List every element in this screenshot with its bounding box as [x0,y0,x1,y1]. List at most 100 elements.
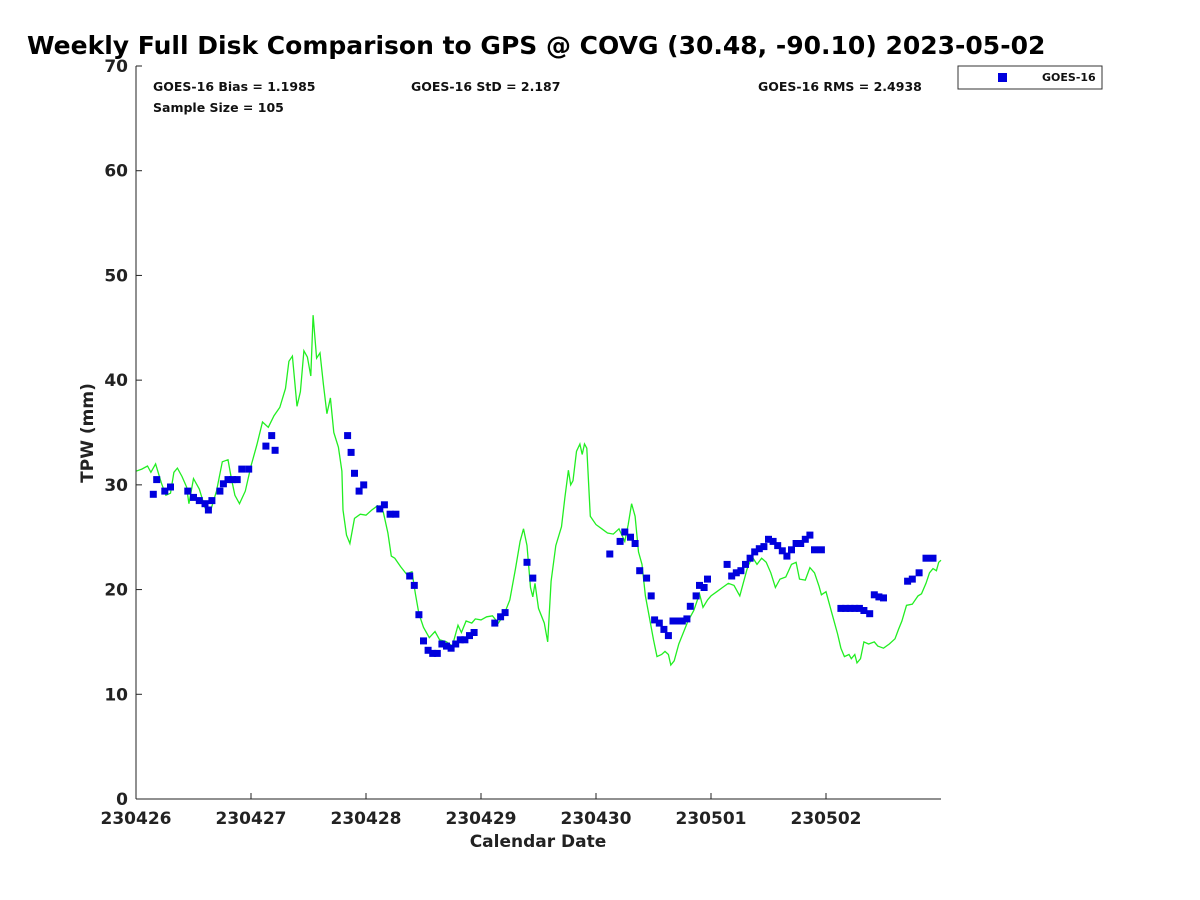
goes-series [149,432,937,657]
x-tick-label: 230501 [676,809,747,829]
goes-point [406,572,414,580]
goes-point [153,476,161,484]
x-axis-label: Calendar Date [470,832,607,852]
goes-point [860,607,868,614]
goes-point [245,465,253,473]
sample-size-stat: Sample Size = 105 [153,100,284,115]
y-tick-label: 40 [104,371,128,391]
goes-point [461,636,469,644]
goes-point [268,432,276,440]
goes-point [497,613,505,621]
goes-point [866,610,874,618]
x-tick-label: 230429 [446,809,517,829]
goes-point [651,616,659,624]
goes-point [386,510,394,518]
axes: 0 10 20 30 40 50 60 70 230426 230427 230428 230429 2… [101,57,941,829]
goes-point [686,602,694,610]
goes-point [627,533,634,541]
goes-point [491,619,499,627]
goes-point [262,442,270,450]
goes-point [908,575,916,583]
goes-point [755,545,763,553]
goes-point [456,636,464,644]
legend-goes-marker [998,73,1007,82]
goes-point [846,604,854,612]
chart-title: Weekly Full Disk Comparison to GPS @ COV… [27,31,1045,60]
y-tick-label: 70 [104,57,128,77]
goes-point [616,537,624,545]
y-tick-label: 20 [104,581,128,601]
goes-point [501,609,509,617]
goes-point [696,581,703,589]
goes-point [208,497,216,505]
goes-point [811,546,818,554]
goes-point [184,487,192,495]
goes-point [447,644,455,652]
goes-point [746,554,754,562]
goes-point [870,591,878,599]
goes-point [647,592,655,600]
goes-point [415,611,423,619]
goes-point [204,506,212,514]
goes-point [355,487,363,495]
goes-point [742,560,749,568]
goes-point [723,560,731,568]
goes-point [347,448,355,456]
goes-point [523,558,531,566]
y-tick-label: 30 [104,476,128,496]
goes-point [529,574,537,582]
goes-point [704,575,711,583]
goes-point [760,543,768,551]
goes-point [167,483,174,491]
goes-point [392,510,400,518]
goes-point [700,584,708,591]
std-stat: GOES-16 StD = 2.187 [411,79,560,94]
goes-point [817,546,825,554]
goes-point [904,577,912,585]
goes-point [429,649,437,657]
goes-point [842,604,850,612]
goes-point [929,554,937,562]
goes-point [728,572,736,580]
goes-point [778,547,786,555]
goes-point [149,490,157,498]
goes-point [737,567,745,575]
goes-point [452,640,460,648]
goes-point [765,535,772,543]
goes-point [351,469,358,477]
y-tick-label: 0 [116,790,128,810]
goes-point [674,617,682,625]
rms-stat: GOES-16 RMS = 2.4938 [758,79,922,94]
goes-point [216,487,224,495]
goes-point [466,632,473,640]
goes-point [855,604,863,612]
goes-point [233,476,241,484]
goes-point [783,552,791,560]
goes-point [732,569,740,577]
goes-point [837,604,845,612]
goes-point [161,487,169,495]
goes-point [195,497,203,505]
x-tick-label: 230428 [331,809,402,829]
goes-point [655,619,663,627]
goes-point [669,617,677,625]
x-tick-label: 230426 [101,809,172,829]
goes-point [788,546,795,554]
legend: GOES-16 [957,65,1103,90]
gps-line [135,315,942,667]
goes-point [424,646,432,654]
goes-point [692,592,700,600]
goes-point [774,542,782,550]
goes-point [443,642,450,650]
goes-point [606,550,614,558]
goes-point [797,540,805,547]
goes-point [751,548,759,556]
goes-point [880,594,887,602]
goes-point [875,593,883,601]
goes-point [915,569,923,577]
goes-point [660,625,668,633]
goes-point [636,567,644,575]
goes-point [410,581,418,589]
goes-point [678,617,686,625]
